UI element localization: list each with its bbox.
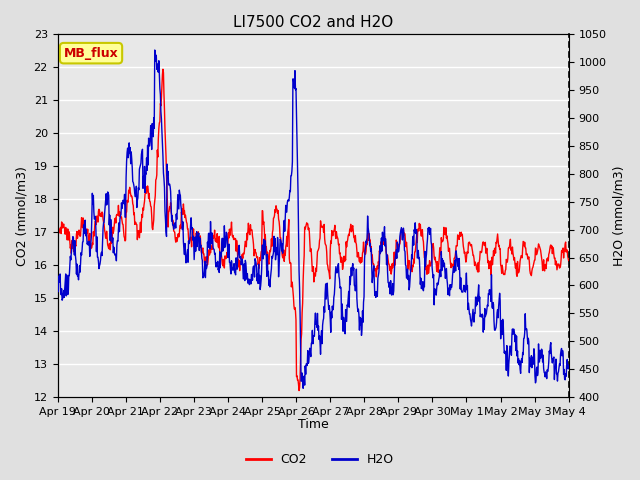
- Title: LI7500 CO2 and H2O: LI7500 CO2 and H2O: [233, 15, 393, 30]
- Y-axis label: H2O (mmol/m3): H2O (mmol/m3): [612, 166, 625, 266]
- Legend: CO2, H2O: CO2, H2O: [241, 448, 399, 471]
- Y-axis label: CO2 (mmol/m3): CO2 (mmol/m3): [15, 166, 28, 265]
- X-axis label: Time: Time: [298, 419, 328, 432]
- Text: MB_flux: MB_flux: [63, 47, 118, 60]
